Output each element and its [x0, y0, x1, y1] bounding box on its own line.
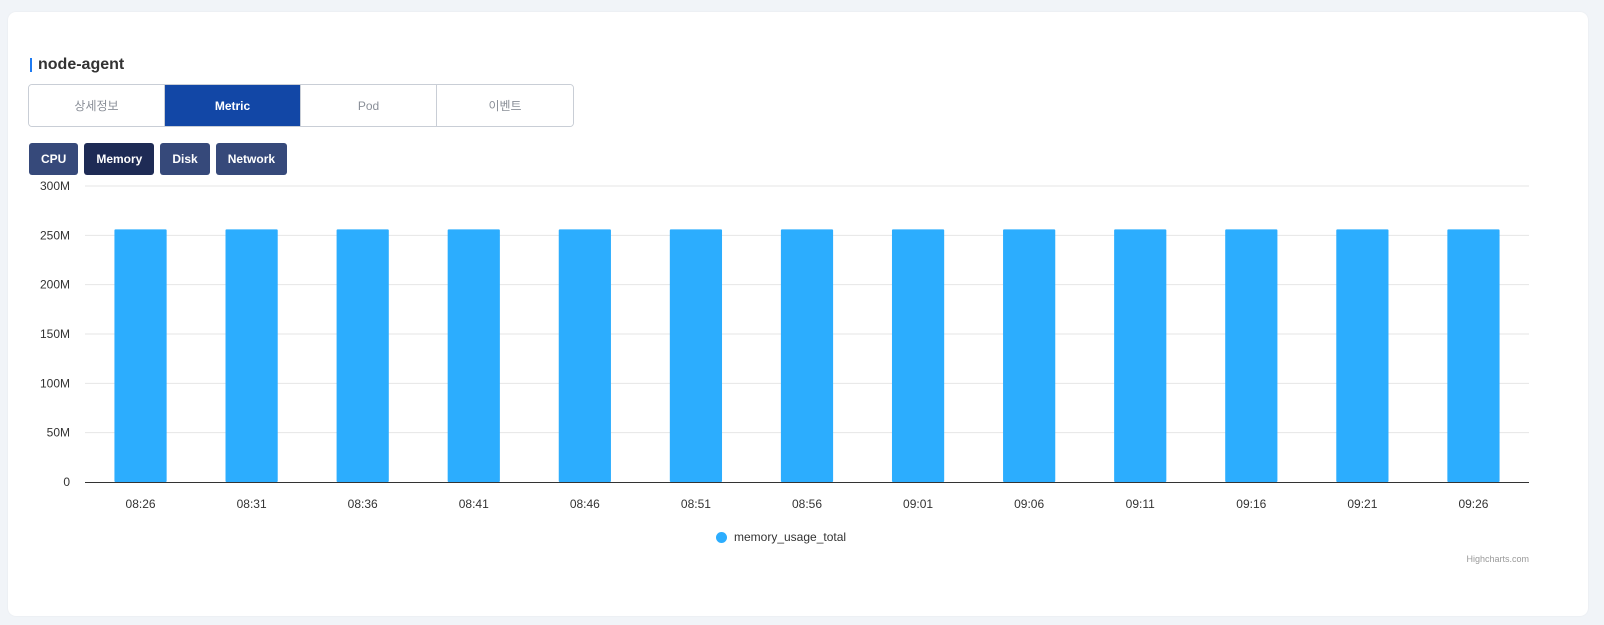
section-title: node-agent [30, 56, 124, 74]
chart-legend[interactable]: memory_usage_total [716, 530, 846, 544]
chart-credits[interactable]: Highcharts.com [1466, 554, 1529, 564]
tab-pod[interactable]: Pod [301, 85, 437, 126]
tab-events[interactable]: 이벤트 [437, 85, 573, 126]
memory-button[interactable]: Memory [84, 143, 155, 175]
tab-details[interactable]: 상세정보 [29, 85, 165, 126]
title-accent-bar [30, 58, 32, 72]
tab-metric[interactable]: Metric [165, 85, 301, 126]
cpu-button[interactable]: CPU [29, 143, 79, 175]
page-title: node-agent [38, 56, 125, 73]
network-button[interactable]: Network [215, 143, 288, 175]
legend-marker-icon [716, 531, 727, 543]
metric-card: node-agent 상세정보 Metric Pod 이벤트 CPU Memor… [8, 12, 1588, 616]
metric-type-tabs: CPU Memory Disk Network [29, 143, 288, 175]
detail-tabs: 상세정보 Metric Pod 이벤트 [28, 84, 574, 127]
disk-button[interactable]: Disk [160, 143, 210, 175]
legend-label: memory_usage_total [734, 530, 847, 544]
